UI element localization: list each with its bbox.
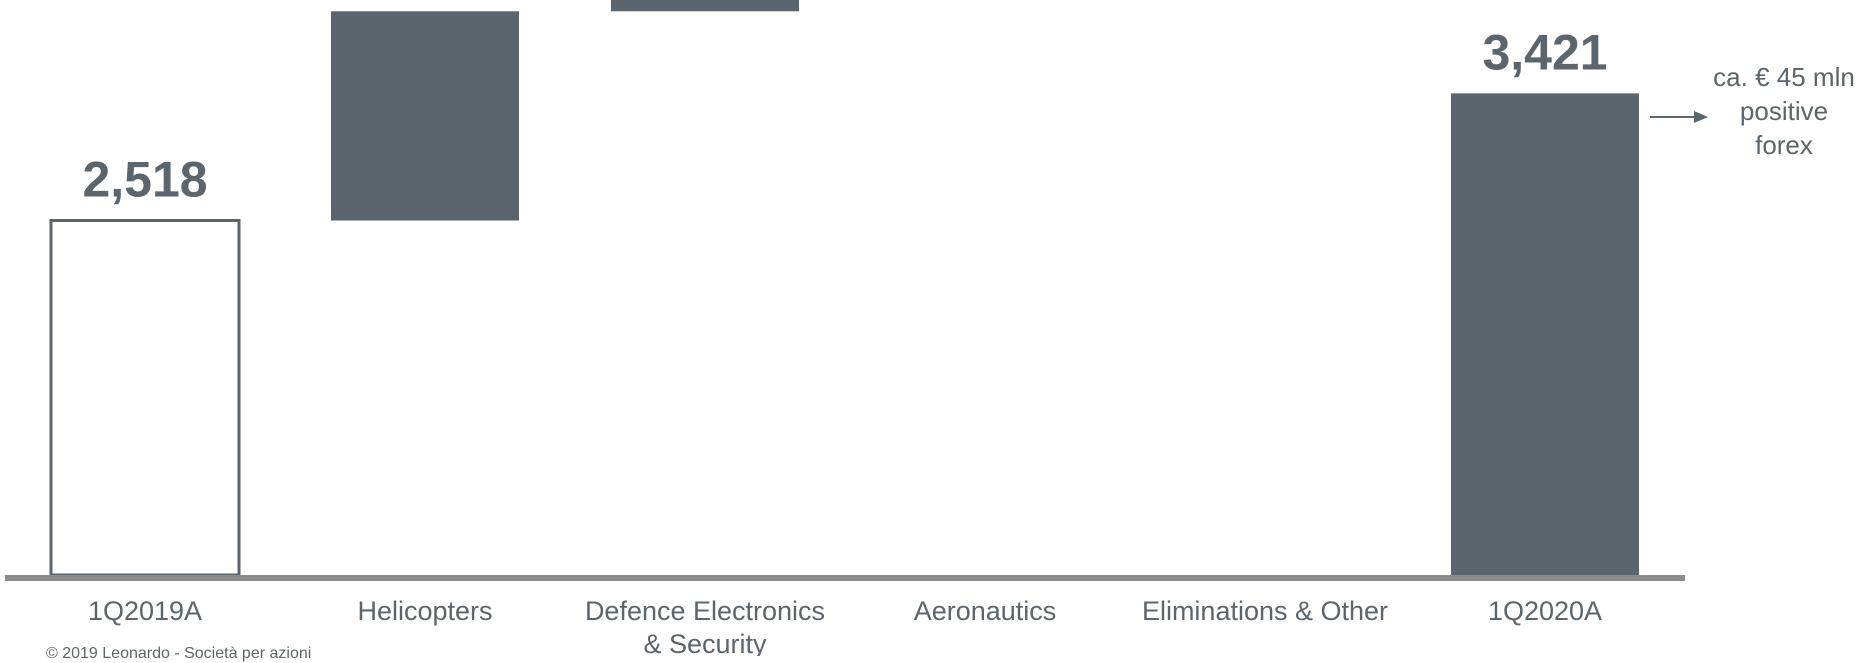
category-label-5-line-1: Eliminations & Other [1142,596,1388,626]
category-label-3-line-2: & Security [643,629,767,656]
bar-3 [611,0,799,11]
bar-2 [331,11,519,220]
bar-1 [51,220,239,575]
bars-group: 2,5181Q2019A1,486Helicopters1,473Defence… [51,0,1639,656]
copyright-notice: © 2019 Leonardo - Società per azioni [46,645,311,663]
forex-annotation-line-3: forex [1700,128,1868,162]
category-label-6-line-1: 1Q2020A [1488,596,1602,626]
forex-annotation: ca. € 45 mln positive forex [1700,60,1868,162]
category-label-1-line-1: 1Q2019A [88,596,202,626]
category-label-4-line-1: Aeronautics [914,596,1057,626]
forex-annotation-line-2: positive [1700,94,1868,128]
value-label-6: 3,421 [1482,24,1607,80]
value-label-1: 2,518 [82,151,207,207]
category-label-2-line-1: Helicopters [357,596,492,626]
forex-annotation-line-1: ca. € 45 mln [1700,60,1868,94]
category-label-3-line-1: Defence Electronics [585,596,825,626]
bar-6 [1451,93,1639,575]
